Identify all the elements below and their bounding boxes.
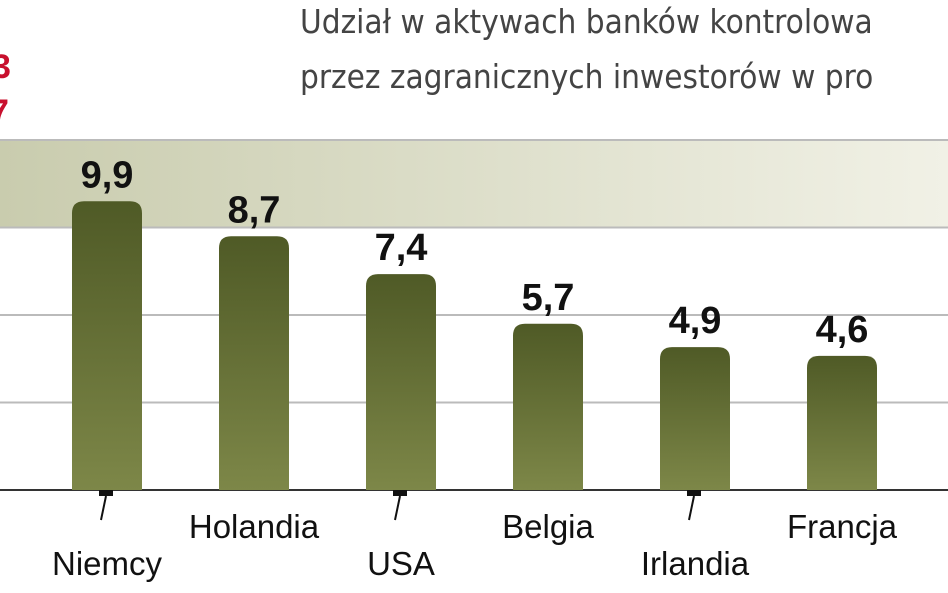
x-tick-label: Holandia bbox=[189, 508, 320, 545]
value-label: 9,9 bbox=[81, 154, 134, 196]
band bbox=[0, 140, 948, 228]
title-line: Udział w aktywach banków kontrolowa bbox=[300, 2, 873, 41]
x-tick-label: Irlandia bbox=[641, 545, 750, 582]
leader bbox=[688, 495, 695, 521]
value-label: 4,9 bbox=[669, 300, 722, 342]
bar bbox=[366, 274, 436, 490]
x-tick-label: Belgia bbox=[502, 508, 594, 545]
leader bbox=[100, 495, 107, 521]
title-line: przez zagranicznych inwestorów w pro bbox=[300, 57, 873, 96]
x-tick-label: USA bbox=[367, 545, 435, 582]
side-label: 3 bbox=[0, 48, 11, 86]
bar bbox=[72, 201, 142, 490]
bar bbox=[513, 323, 583, 490]
value-label: 8,7 bbox=[228, 189, 281, 231]
value-label: 5,7 bbox=[522, 277, 575, 319]
side-label: 7 bbox=[0, 93, 9, 131]
x-tick-label: Niemcy bbox=[52, 545, 163, 582]
bar bbox=[660, 347, 730, 490]
background bbox=[0, 139, 948, 491]
bar bbox=[219, 236, 289, 490]
x-tick-label: Francja bbox=[787, 508, 898, 545]
bar bbox=[807, 355, 877, 490]
leader bbox=[394, 495, 401, 521]
value-label: 7,4 bbox=[375, 227, 428, 269]
value-label: 4,6 bbox=[816, 309, 869, 351]
